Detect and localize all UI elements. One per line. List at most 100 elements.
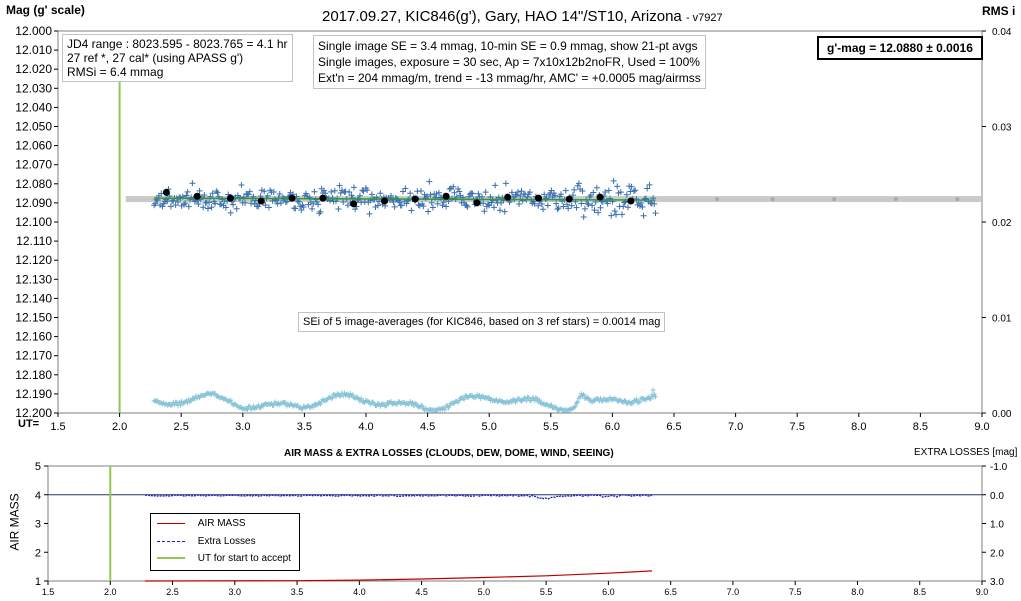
bottom-legend: AIR MASS Extra Losses UT for start to ac… [150, 513, 300, 571]
single-image-point [292, 205, 299, 212]
y-axis-label-left: Mag (g' scale) [6, 3, 85, 17]
single-image-point [300, 203, 307, 210]
single-image-point [350, 184, 357, 191]
single-image-point [439, 202, 446, 209]
top-y-tick-label: 12.020 [15, 62, 52, 76]
single-image-point [152, 200, 159, 207]
single-image-point [502, 180, 509, 187]
single-image-point [565, 205, 572, 212]
top-x-tick-label: 8.5 [913, 421, 928, 433]
single-image-point [420, 203, 427, 210]
single-image-point [646, 181, 653, 188]
legend-swatch-extra-losses [157, 540, 185, 542]
single-image-point [277, 200, 284, 207]
single-image-point [569, 192, 576, 199]
single-image-point [632, 187, 639, 194]
single-image-point [435, 189, 442, 196]
info-box-range-line-2: 27 ref *, 27 cal* (using APASS g') [67, 51, 244, 65]
single-image-point [455, 185, 462, 192]
info-box-stats-line-1: Single image SE = 3.4 mmag, 10-min SE = … [318, 39, 698, 53]
single-image-point [619, 211, 626, 218]
single-image-point [508, 189, 515, 196]
average-point [596, 193, 604, 201]
legend-item-airmass: AIR MASS [157, 518, 246, 529]
single-image-point [309, 205, 316, 212]
single-image-point [242, 199, 249, 206]
single-image-point [295, 198, 302, 205]
top-x-tick-label: 6.5 [666, 421, 681, 433]
average-point [565, 195, 573, 203]
single-image-point [580, 214, 587, 221]
single-image-point [209, 190, 216, 197]
rms-point [410, 400, 416, 406]
bottom-y2-tick-label: 1.0 [990, 520, 1004, 531]
top-y-tick-label: 12.050 [15, 120, 52, 134]
single-image-point [575, 180, 582, 187]
single-image-point [501, 208, 508, 215]
average-point [411, 195, 419, 203]
single-image-point [356, 192, 363, 199]
single-image-point [238, 181, 245, 188]
average-point [162, 188, 170, 196]
single-image-point [560, 203, 567, 210]
single-image-point [595, 209, 602, 216]
single-image-point [630, 188, 637, 195]
single-image-point [175, 199, 182, 206]
single-image-point [262, 202, 269, 209]
bottom-x-tick-label: 6.0 [602, 587, 615, 597]
chart-title-suffix: - v7927 [685, 12, 723, 24]
single-image-point [340, 198, 347, 205]
y-axis-label-right: RMS i [982, 4, 1016, 18]
single-image-point [298, 206, 305, 213]
rms-point [295, 402, 301, 408]
single-image-point [620, 203, 627, 210]
bottom-x-tick-label: 6.5 [664, 587, 677, 597]
single-image-point [390, 199, 397, 206]
single-image-point [623, 191, 630, 198]
legend-label-ut-start: UT for start to accept [197, 553, 291, 564]
single-image-point [584, 200, 591, 207]
top-y-tick-label: 12.040 [15, 100, 52, 114]
chart-title: 2017.09.27, KIC846(g'), Gary, HAO 14"/ST… [322, 8, 723, 25]
single-image-point [183, 192, 190, 199]
single-image-point [245, 191, 252, 198]
single-image-point [398, 202, 405, 209]
rms-point [575, 399, 581, 405]
bottom-y-tick-label: 3 [35, 519, 41, 531]
single-image-point [475, 190, 482, 197]
top-x-tick-label: 6.0 [605, 421, 620, 433]
single-image-point [417, 187, 424, 194]
single-image-point [614, 183, 621, 190]
mean-mag-marker [770, 197, 775, 202]
single-image-point [535, 202, 542, 209]
top-y-tick-label: 12.140 [15, 291, 52, 305]
info-box-range: JD4 range : 8023.595 - 8023.765 = 4.1 hr… [62, 34, 293, 82]
bottom-y2-tick-label: 3.0 [990, 577, 1004, 588]
top-x-tick-label: 2.0 [112, 421, 127, 433]
single-image-point [611, 207, 618, 214]
single-image-point [557, 191, 564, 198]
top-y-tick-label: 12.120 [15, 253, 52, 267]
average-point [627, 197, 635, 205]
bottom-y-axis-label-left: AIR MASS [7, 493, 22, 551]
single-image-point [408, 207, 415, 214]
top-y-tick-label: 12.000 [15, 24, 52, 38]
single-image-point [230, 201, 237, 208]
single-image-point [426, 178, 433, 185]
bottom-x-tick-label: 4.0 [353, 587, 366, 597]
single-image-point [591, 207, 598, 214]
single-image-point [265, 204, 272, 211]
single-image-point [159, 203, 166, 210]
rms-point [329, 395, 335, 401]
bottom-y2-tick-label: -1.0 [990, 462, 1008, 473]
single-image-point [315, 201, 322, 208]
single-image-point [317, 208, 324, 215]
single-image-point [407, 190, 414, 197]
rms-point [461, 396, 467, 402]
single-image-point [434, 200, 441, 207]
info-box-stats-line-3: Ext'n = 204 mmag/m, trend = -13 mmag/hr,… [318, 71, 701, 85]
single-image-point [597, 204, 604, 211]
single-image-point [652, 210, 659, 217]
info-box-range-line-3: RMSi = 6.4 mmag [67, 65, 164, 79]
single-image-point [554, 206, 561, 213]
